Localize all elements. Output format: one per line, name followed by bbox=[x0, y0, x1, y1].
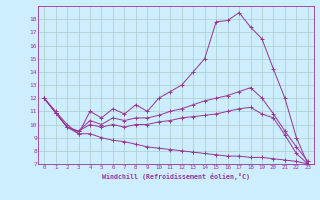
X-axis label: Windchill (Refroidissement éolien,°C): Windchill (Refroidissement éolien,°C) bbox=[102, 173, 250, 180]
